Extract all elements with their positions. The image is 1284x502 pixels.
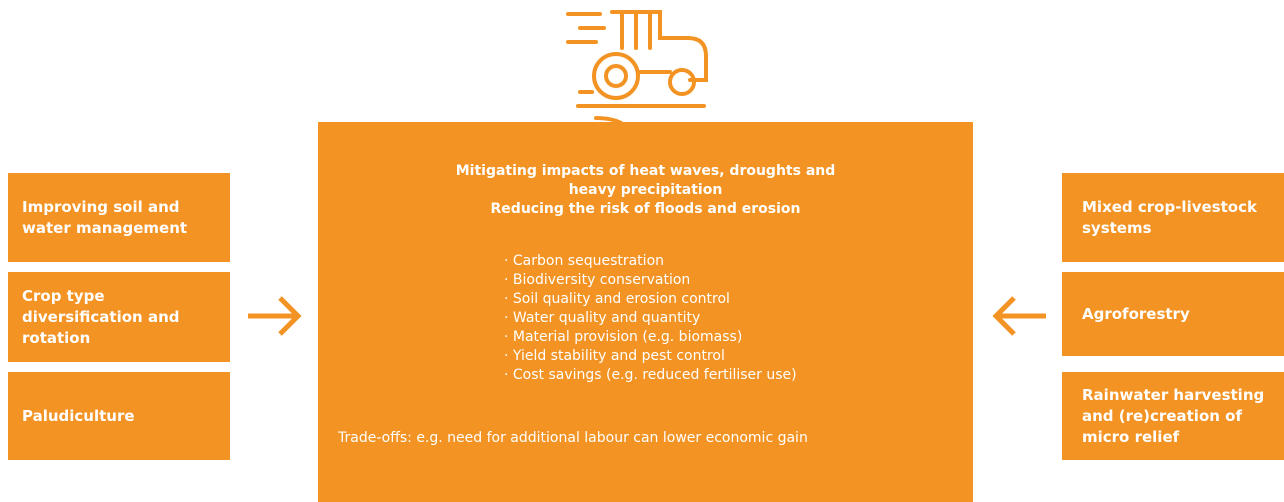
benefits: · Carbon sequestration · Biodiversity con…	[504, 252, 797, 385]
benefit: · Water quality and quantity	[504, 310, 701, 326]
headings: Mitigating impacts of heat waves, drough…	[318, 162, 973, 219]
right-item: Mixed crop-livestock systems	[1062, 173, 1284, 262]
heading: Mitigating impacts of heat waves, drough…	[455, 163, 836, 198]
left-item: Paludiculture	[8, 372, 230, 460]
arrows	[248, 296, 1046, 336]
tradeoffs: Trade-offs: e.g. need for additional lab…	[338, 430, 808, 446]
heading: Reducing the risk of floods and erosion	[490, 201, 801, 217]
left-item: Crop type diversification and rotation	[8, 272, 230, 362]
right-item: Rainwater harvesting and (re)creation of…	[1062, 372, 1284, 460]
benefit: · Soil quality and erosion control	[504, 291, 730, 307]
center-box: Mitigating impacts of heat waves, drough…	[318, 122, 973, 502]
benefit: · Biodiversity conservation	[504, 272, 691, 288]
benefit: · Cost savings (e.g. reduced fertiliser …	[504, 367, 797, 383]
tractor-icon	[566, 10, 708, 132]
left-item: Improving soil and water management	[8, 173, 230, 262]
benefit: · Carbon sequestration	[504, 253, 665, 269]
right-item: Agroforestry	[1062, 272, 1284, 356]
benefit: · Yield stability and pest control	[504, 348, 725, 364]
benefit: · Material provision (e.g. biomass)	[504, 329, 743, 345]
